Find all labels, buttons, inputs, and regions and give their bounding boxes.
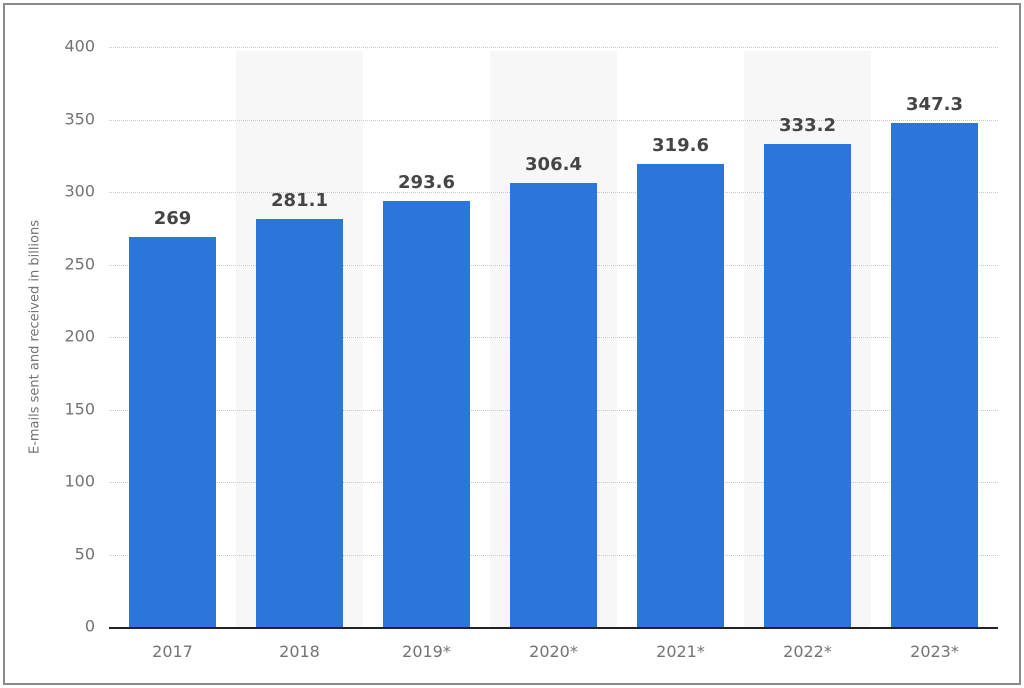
y-tick-label: 350 — [64, 109, 95, 129]
x-tick-label: 2022* — [783, 642, 832, 661]
gridline — [109, 119, 998, 121]
y-tick-label: 50 — [74, 544, 95, 564]
bar-value-label: 293.6 — [398, 172, 455, 194]
bar-value-label: 306.4 — [525, 153, 582, 175]
bar-value-label: 347.3 — [906, 94, 963, 116]
bar-value-label: 333.2 — [779, 114, 836, 136]
x-tick-label: 2023* — [910, 642, 959, 661]
plot-area: 0 50 100 150 200 250 300 350 400 269 2017 281.1 2018… — [64, 37, 998, 661]
bar[interactable] — [764, 143, 851, 627]
y-tick-label: 150 — [64, 399, 95, 419]
y-tick-label: 300 — [64, 181, 95, 201]
bar[interactable] — [383, 201, 470, 627]
bar-value-label: 281.1 — [271, 190, 328, 212]
x-tick-label: 2021* — [656, 642, 705, 661]
bar[interactable] — [256, 219, 343, 627]
y-tick-label: 250 — [64, 254, 95, 274]
y-tick-label: 100 — [64, 471, 95, 491]
bar[interactable] — [891, 123, 978, 627]
bar[interactable] — [129, 236, 216, 627]
x-tick-label: 2019* — [402, 642, 451, 661]
x-tick-label: 2018 — [279, 642, 320, 661]
y-tick-label: 0 — [84, 616, 95, 636]
bar-value-label: 319.6 — [652, 134, 709, 156]
y-tick-label: 400 — [64, 36, 95, 56]
x-tick-label: 2017 — [152, 642, 193, 661]
bar-value-label: 269 — [153, 207, 192, 229]
y-tick-label: 200 — [64, 326, 95, 346]
chart-frame: E-mails sent and received in billions 0 5… — [3, 3, 1021, 685]
y-axis-title: E-mails sent and received in billions — [27, 219, 43, 455]
x-tick-label: 2020* — [529, 642, 578, 661]
gridline — [109, 47, 998, 48]
bar[interactable] — [510, 182, 597, 627]
bar[interactable] — [637, 163, 724, 627]
